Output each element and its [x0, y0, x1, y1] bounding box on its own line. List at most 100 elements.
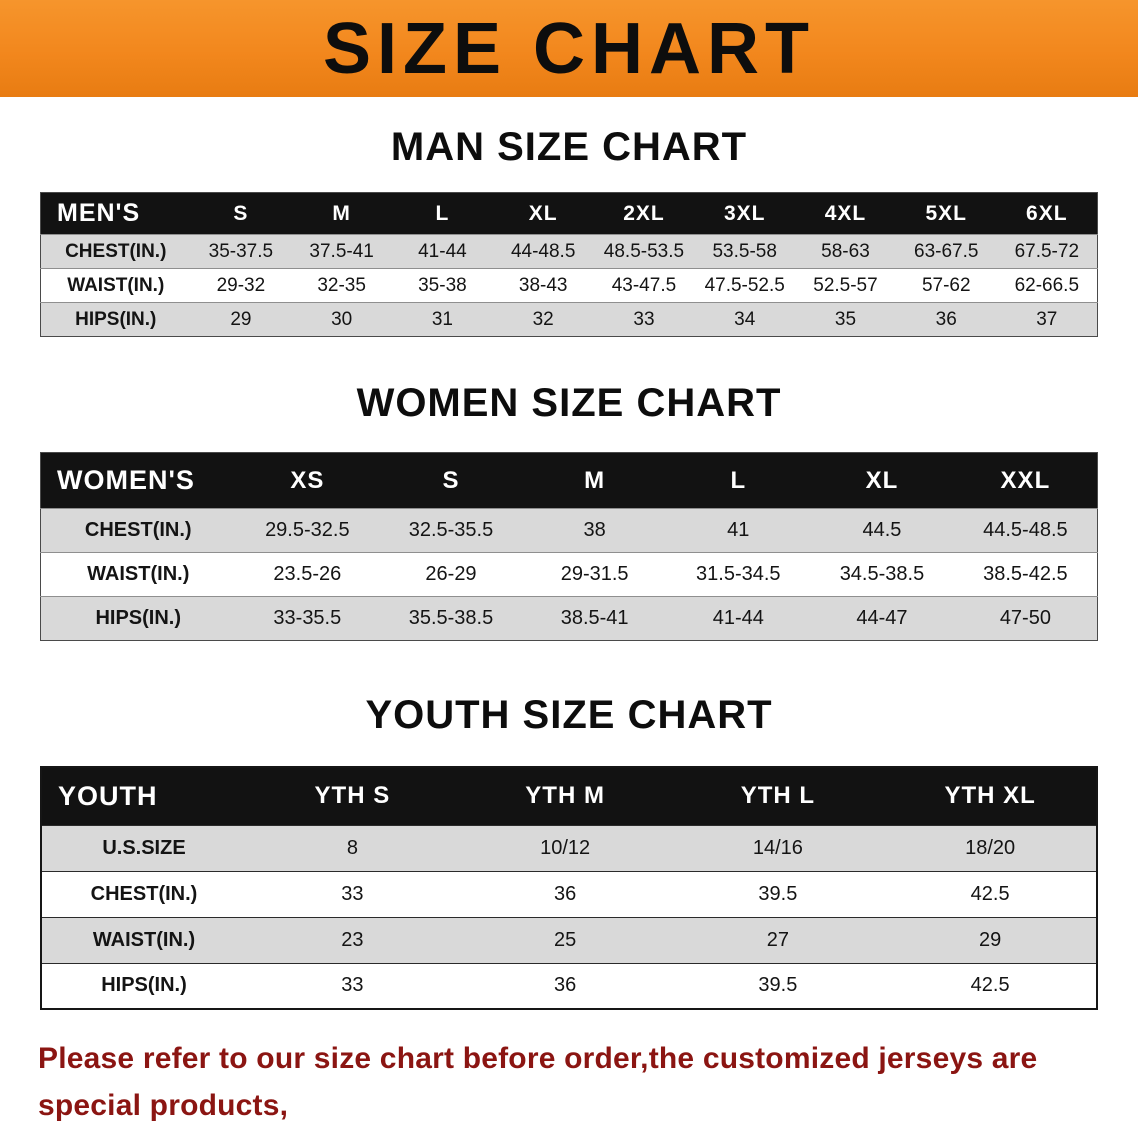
size-column-header: 4XL: [795, 192, 896, 235]
table-title-cell: WOMEN'S: [40, 452, 236, 509]
size-column-header: S: [379, 452, 523, 509]
table-header-row: MEN'S S M L XL 2XL 3XL 4XL 5XL 6XL: [40, 192, 1098, 235]
section-youth: YOUTH SIZE CHART YOUTH YTH S YTH M YTH L YTH…: [0, 693, 1138, 1010]
measurement-label-cell: HIPS(IN.): [101, 974, 187, 997]
size-value-cell: 41-44: [418, 240, 467, 262]
size-column-header: 3XL: [694, 192, 796, 235]
table-header-row: YOUTH YTH S YTH M YTH L YTH XL: [41, 767, 1097, 825]
measurement-label-cell: CHEST(IN.): [90, 882, 198, 905]
measurement-label-cell: WAIST(IN.): [87, 563, 190, 585]
size-value-cell: 47-50: [999, 607, 1051, 629]
size-value-cell: 62-66.5: [1014, 274, 1080, 296]
measurement-row: HIPS(IN.) 29 30 31 32 33 34 35 36 37: [40, 302, 1098, 337]
size-column-header: M: [522, 452, 667, 509]
size-value-cell: 10/12: [540, 836, 591, 859]
size-column-header: YTH M: [458, 767, 672, 825]
size-column-header: YTH XL: [884, 767, 1097, 825]
youth-size-table: YOUTH YTH S YTH M YTH L YTH XL U.S.SIZE 8 10/12…: [40, 766, 1098, 1010]
size-value-cell: 29.5-32.5: [265, 519, 350, 541]
size-value-cell: 26-29: [425, 563, 477, 585]
disclaimer: Please refer to our size chart before or…: [38, 1036, 1100, 1132]
size-column-header: XL: [810, 452, 954, 509]
table-title-cell: MEN'S: [40, 192, 191, 235]
measurement-row: WAIST(IN.) 23.5-26 26-29 29-31.5 31.5-34.5 34…: [40, 552, 1098, 597]
size-value-cell: 33: [341, 974, 364, 997]
men-size-table: MEN'S S M L XL 2XL 3XL 4XL 5XL 6XL CHEST(IN.) 35-37…: [40, 192, 1098, 337]
women-size-chart-heading: WOMEN SIZE CHART: [356, 381, 782, 425]
measurement-label-cell: U.S.SIZE: [102, 836, 186, 859]
size-column-header: 2XL: [593, 192, 695, 235]
size-column-header: YTH S: [246, 767, 459, 825]
size-value-cell: 38.5-42.5: [983, 563, 1068, 585]
measurement-row: WAIST(IN.) 29-32 32-35 35-38 38-43 43-47.5 47.…: [40, 268, 1098, 303]
measurement-label-cell: CHEST(IN.): [84, 519, 192, 541]
page-title: SIZE CHART: [323, 8, 815, 89]
size-value-cell: 37.5-41: [309, 240, 374, 262]
table-body: CHEST(IN.) 35-37.5 37.5-41 41-44 44-48.5 48.5…: [40, 234, 1098, 337]
size-value-cell: 31.5-34.5: [696, 563, 781, 585]
table-header-row: WOMEN'S XS S M L XL XXL: [40, 452, 1098, 509]
size-value-cell: 36: [554, 974, 577, 997]
size-column-header: L: [666, 452, 811, 509]
size-value-cell: 33: [633, 308, 655, 330]
size-value-cell: 34.5-38.5: [839, 563, 925, 585]
size-value-cell: 29: [979, 928, 1002, 951]
size-value-cell: 37: [1036, 308, 1058, 330]
size-column-header: S: [190, 192, 292, 235]
size-value-cell: 29: [230, 308, 252, 330]
size-value-cell: 36: [935, 308, 957, 330]
size-value-cell: 32.5-35.5: [408, 519, 494, 541]
men-size-chart-heading: MAN SIZE CHART: [390, 125, 748, 169]
measurement-row: HIPS(IN.) 33 36 39.5 42.5: [41, 963, 1097, 1009]
size-value-cell: 52.5-57: [813, 274, 878, 296]
size-value-cell: 63-67.5: [914, 240, 979, 262]
measurement-row: CHEST(IN.) 35-37.5 37.5-41 41-44 44-48.5 48.5…: [40, 234, 1098, 269]
size-value-cell: 67.5-72: [1014, 240, 1080, 262]
banner: SIZE CHART: [0, 0, 1138, 97]
measurement-label-cell: HIPS(IN.): [75, 308, 157, 330]
measurement-label-cell: CHEST(IN.): [65, 240, 167, 262]
size-value-cell: 30: [331, 308, 353, 330]
measurement-label-cell: HIPS(IN.): [95, 607, 182, 629]
size-value-cell: 33-35.5: [273, 607, 342, 629]
size-value-cell: 44.5: [862, 519, 902, 541]
size-value-cell: 33: [341, 882, 364, 905]
size-value-cell: 35.5-38.5: [408, 607, 494, 629]
size-value-cell: 43-47.5: [611, 274, 677, 296]
size-column-header: M: [291, 192, 393, 235]
size-value-cell: 35: [834, 308, 857, 330]
size-value-cell: 53.5-58: [712, 240, 777, 262]
size-value-cell: 32: [532, 308, 554, 330]
measurement-row: HIPS(IN.) 33-35.5 35.5-38.5 38.5-41 41-44 44-…: [40, 596, 1098, 641]
size-value-cell: 42.5: [970, 882, 1010, 905]
size-value-cell: 57-62: [921, 274, 971, 296]
measurement-row: CHEST(IN.) 29.5-32.5 32.5-35.5 38 41 44.5 44.5…: [40, 508, 1098, 553]
size-column-header: XXL: [953, 452, 1098, 509]
table-title-cell: YOUTH: [41, 767, 246, 825]
size-value-cell: 41: [727, 519, 750, 541]
table-head: MEN'S S M L XL 2XL 3XL 4XL 5XL 6XL: [40, 192, 1098, 235]
size-column-header: 6XL: [996, 192, 1098, 235]
size-value-cell: 18/20: [965, 836, 1016, 859]
size-value-cell: 14/16: [752, 836, 803, 859]
disclaimer-line-1: Please refer to our size chart before or…: [38, 1042, 1038, 1122]
size-value-cell: 29-32: [216, 274, 266, 296]
size-value-cell: 35-38: [418, 274, 467, 296]
size-column-header: YTH L: [671, 767, 885, 825]
measurement-label-cell: WAIST(IN.): [92, 928, 196, 951]
section-men: MAN SIZE CHART MEN'S S M L XL 2XL 3XL 4XL 5XL 6XL…: [0, 125, 1138, 337]
size-value-cell: 38-43: [518, 274, 568, 296]
size-value-cell: 48.5-53.5: [603, 240, 685, 262]
size-column-header: L: [392, 192, 493, 235]
women-size-table: WOMEN'S XS S M L XL XXL CHEST(IN.) 29.5-32.5 32.5…: [40, 452, 1098, 641]
size-value-cell: 8: [346, 836, 358, 859]
size-value-cell: 39.5: [758, 882, 798, 905]
table-body: CHEST(IN.) 29.5-32.5 32.5-35.5 38 41 44.5 44.5…: [40, 508, 1098, 641]
measurement-row: U.S.SIZE 8 10/12 14/16 18/20: [41, 825, 1097, 871]
size-value-cell: 47.5-52.5: [704, 274, 785, 296]
measurement-row: WAIST(IN.) 23 25 27 29: [41, 917, 1097, 963]
size-value-cell: 41-44: [712, 607, 764, 629]
size-value-cell: 36: [554, 882, 577, 905]
size-value-cell: 42.5: [970, 974, 1010, 997]
